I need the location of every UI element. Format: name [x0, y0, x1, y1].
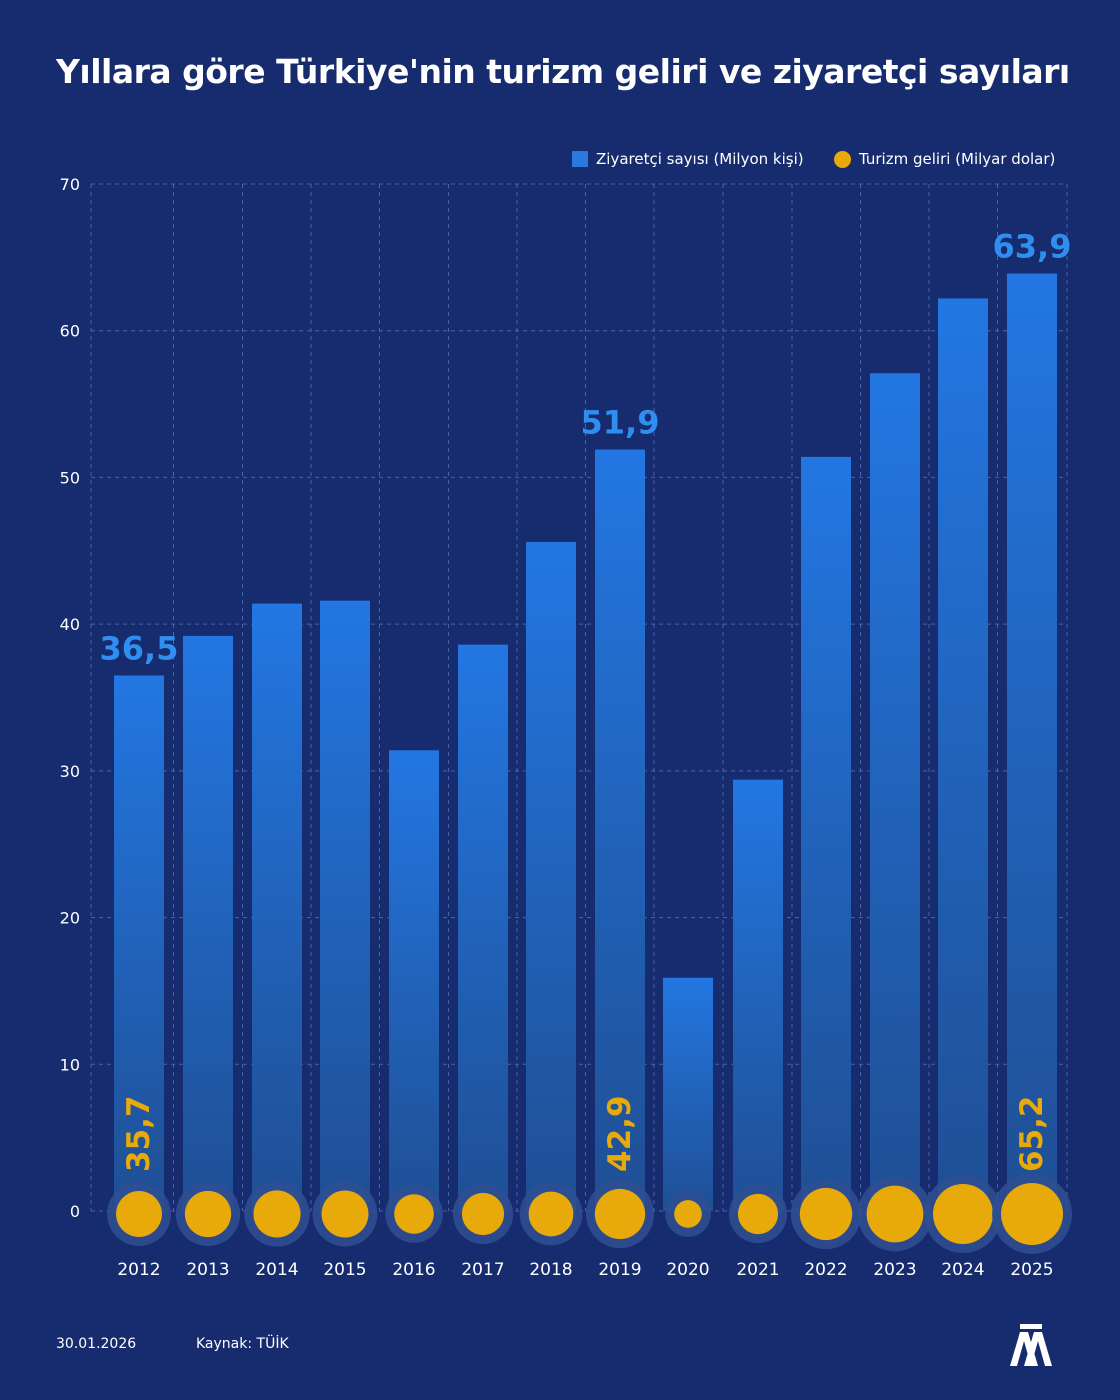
visitor-bar-2022	[801, 456, 851, 1212]
visitor-bar-2016	[389, 750, 439, 1211]
revenue-bubble-2024	[932, 1183, 994, 1245]
visitor-bar-2014	[252, 603, 302, 1211]
y-tick-label: 10	[60, 1055, 80, 1074]
visitor-bar-2013	[183, 635, 233, 1211]
x-tick-label: 2022	[804, 1260, 847, 1280]
visitor-annotation: 51,9	[581, 404, 660, 442]
visitor-bar-2015	[320, 600, 370, 1211]
y-tick-label: 0	[70, 1202, 80, 1221]
revenue-bubble-2018	[528, 1191, 574, 1237]
y-tick-label: 50	[60, 468, 80, 487]
revenue-bubble-2012	[116, 1191, 162, 1237]
y-tick-label: 20	[60, 909, 80, 928]
x-tick-label: 2012	[117, 1260, 160, 1280]
x-tick-label: 2018	[529, 1260, 572, 1280]
visitor-annotation: 63,9	[993, 227, 1072, 265]
x-tick-label: 2017	[461, 1260, 504, 1280]
revenue-bubbles	[107, 1174, 1072, 1254]
bars	[114, 273, 1057, 1212]
x-tick-label: 2014	[255, 1260, 298, 1280]
x-tick-label: 2019	[598, 1260, 641, 1280]
legend-visitors-label: Ziyaretçi sayısı (Milyon kişi)	[596, 150, 804, 168]
visitor-annotation: 36,5	[100, 629, 179, 667]
legend-bar-swatch	[572, 151, 588, 167]
footer-source: Kaynak: TÜİK	[196, 1336, 289, 1352]
x-tick-label: 2015	[323, 1260, 366, 1280]
legend-revenue-label: Turizm geliri (Milyar dolar)	[859, 150, 1056, 168]
revenue-bubble-2020	[674, 1200, 702, 1228]
legend-revenue: Turizm geliri (Milyar dolar)	[834, 150, 1055, 168]
revenue-annotation: 65,2	[1014, 1096, 1050, 1173]
visitor-bar-2024	[938, 298, 988, 1211]
revenue-annotation: 42,9	[602, 1096, 638, 1173]
x-tick-label: 2021	[736, 1260, 779, 1280]
revenue-bubble-2022	[799, 1187, 853, 1241]
x-tick-label: 2013	[186, 1260, 229, 1280]
revenue-bubble-2014	[253, 1190, 301, 1238]
revenue-bubble-2023	[866, 1185, 924, 1243]
y-tick-label: 70	[60, 175, 80, 194]
grid-lines	[90, 183, 1068, 1212]
visitor-bar-2020	[663, 977, 713, 1211]
y-tick-label: 30	[60, 762, 80, 781]
x-tick-label: 2024	[941, 1260, 984, 1280]
legend-circle-swatch	[834, 150, 851, 168]
visitor-bar-2025	[1007, 273, 1057, 1211]
chart-area: 0 10 20 30 40 50 60 70 2012 2013 2014 2015 2016 2017 2…	[60, 175, 1072, 1280]
revenue-bubble-2013	[184, 1190, 232, 1238]
revenue-bubble-2019	[594, 1188, 646, 1240]
x-tick-label: 2016	[392, 1260, 435, 1280]
revenue-bubble-2021	[737, 1193, 779, 1235]
revenue-bubble-2025	[1001, 1183, 1063, 1245]
x-tick-label: 2025	[1010, 1260, 1053, 1280]
visitor-bar-2017	[458, 644, 508, 1211]
revenue-bubble-2017	[461, 1192, 505, 1236]
visitor-bar-2023	[870, 373, 920, 1211]
revenue-bubble-2016	[394, 1194, 434, 1234]
visitor-bar-2012	[114, 675, 164, 1211]
revenue-bubble-2015	[321, 1190, 369, 1238]
revenue-annotation: 35,7	[121, 1096, 157, 1173]
y-tick-label: 60	[60, 322, 80, 341]
chart-title: Yıllara göre Türkiye'nin turizm geliri v…	[56, 52, 1070, 91]
aa-logo: AA	[1010, 1324, 1052, 1366]
visitor-bar-2019	[595, 449, 645, 1211]
visitor-bar-2021	[733, 779, 783, 1211]
x-tick-label: 2020	[666, 1260, 709, 1280]
chart-labels: 0 10 20 30 40 50 60 70 2012 2013 2014 2015 2016 2017 2…	[60, 175, 1072, 1280]
footer-date: 30.01.2026	[56, 1336, 137, 1352]
y-tick-label: 40	[60, 615, 80, 634]
visitor-bar-2018	[526, 541, 576, 1211]
legend-visitors: Ziyaretçi sayısı (Milyon kişi)	[572, 150, 804, 168]
x-tick-label: 2023	[873, 1260, 916, 1280]
